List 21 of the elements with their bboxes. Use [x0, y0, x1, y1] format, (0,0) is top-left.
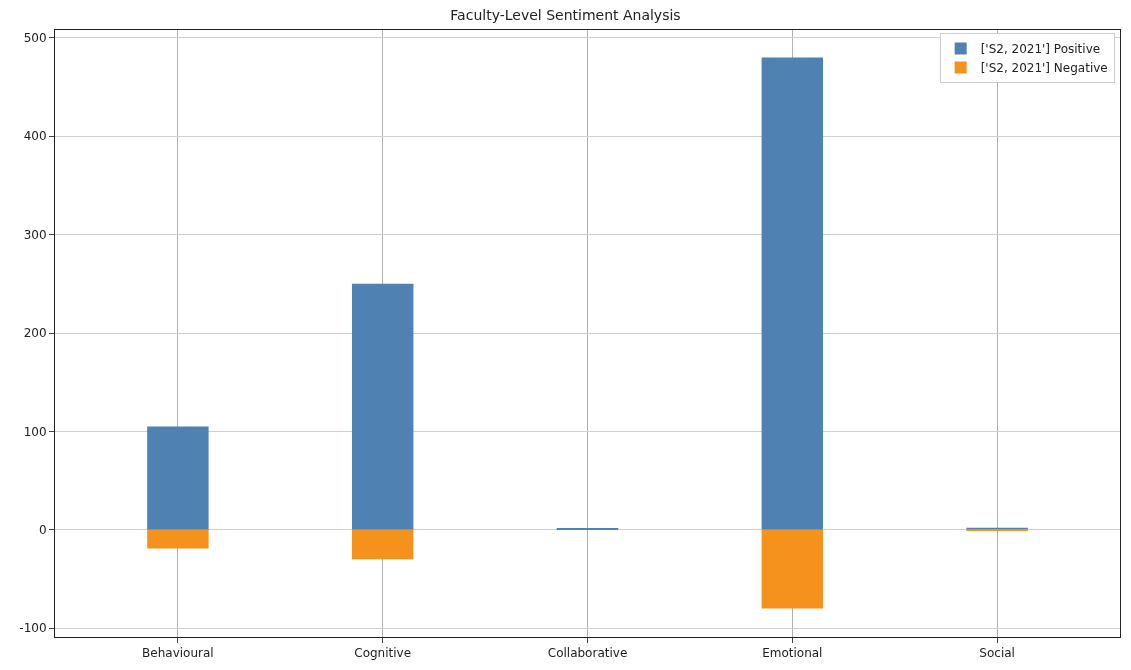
x-tick-label: Cognitive	[354, 646, 412, 661]
x-tick-label: Emotional	[762, 646, 823, 661]
x-tick-label: Social	[979, 646, 1015, 661]
bar	[351, 529, 414, 560]
bar	[147, 426, 209, 530]
y-tick-label: 400	[23, 129, 47, 144]
legend-label: ['S2, 2021'] Positive	[980, 42, 1101, 57]
y-tick-label: -100	[19, 621, 47, 636]
bar	[761, 529, 824, 609]
y-tick-label: 200	[23, 326, 47, 341]
bar	[761, 57, 824, 530]
chart-title: Faculty-Level Sentiment Analysis	[450, 6, 681, 23]
x-tick-label: Collaborative	[547, 646, 628, 661]
bar	[351, 283, 414, 530]
y-tick-label: 300	[23, 227, 47, 242]
y-tick-label: 500	[23, 31, 47, 46]
y-tick-label: 100	[23, 424, 47, 439]
x-tick-label: Behavioural	[142, 646, 214, 661]
bar	[147, 529, 209, 549]
legend-label: ['S2, 2021'] Negative	[980, 61, 1108, 76]
y-tick-label: 0	[38, 522, 47, 537]
